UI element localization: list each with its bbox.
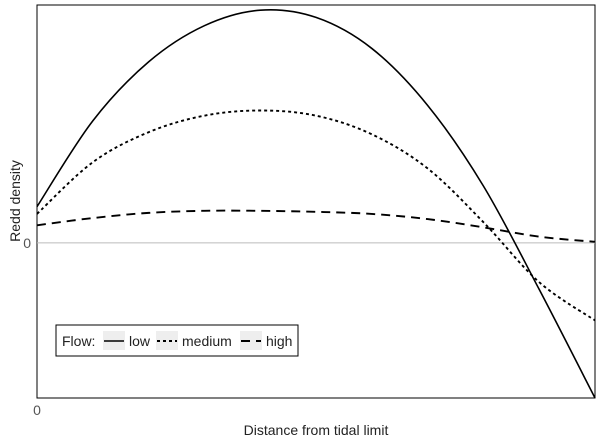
series-line-low [36, 9, 596, 399]
series-layer [36, 9, 596, 399]
legend-key-bg-high [240, 331, 262, 350]
legend-key-bg-medium [156, 331, 178, 350]
series-line-high [36, 209, 596, 243]
x-tick-label: 0 [33, 402, 41, 418]
y-tick-label: 0 [23, 235, 31, 251]
legend-title: Flow: [62, 333, 95, 349]
legend-label-low: low [129, 333, 151, 349]
legend-label-medium: medium [182, 333, 232, 349]
series-line-medium [36, 109, 596, 322]
legend: Flow: low medium high [55, 324, 299, 357]
legend-label-high: high [266, 333, 292, 349]
y-axis-label: Redd density [7, 160, 23, 242]
x-axis-label: Distance from tidal limit [244, 422, 389, 438]
plot-frame [36, 4, 596, 399]
